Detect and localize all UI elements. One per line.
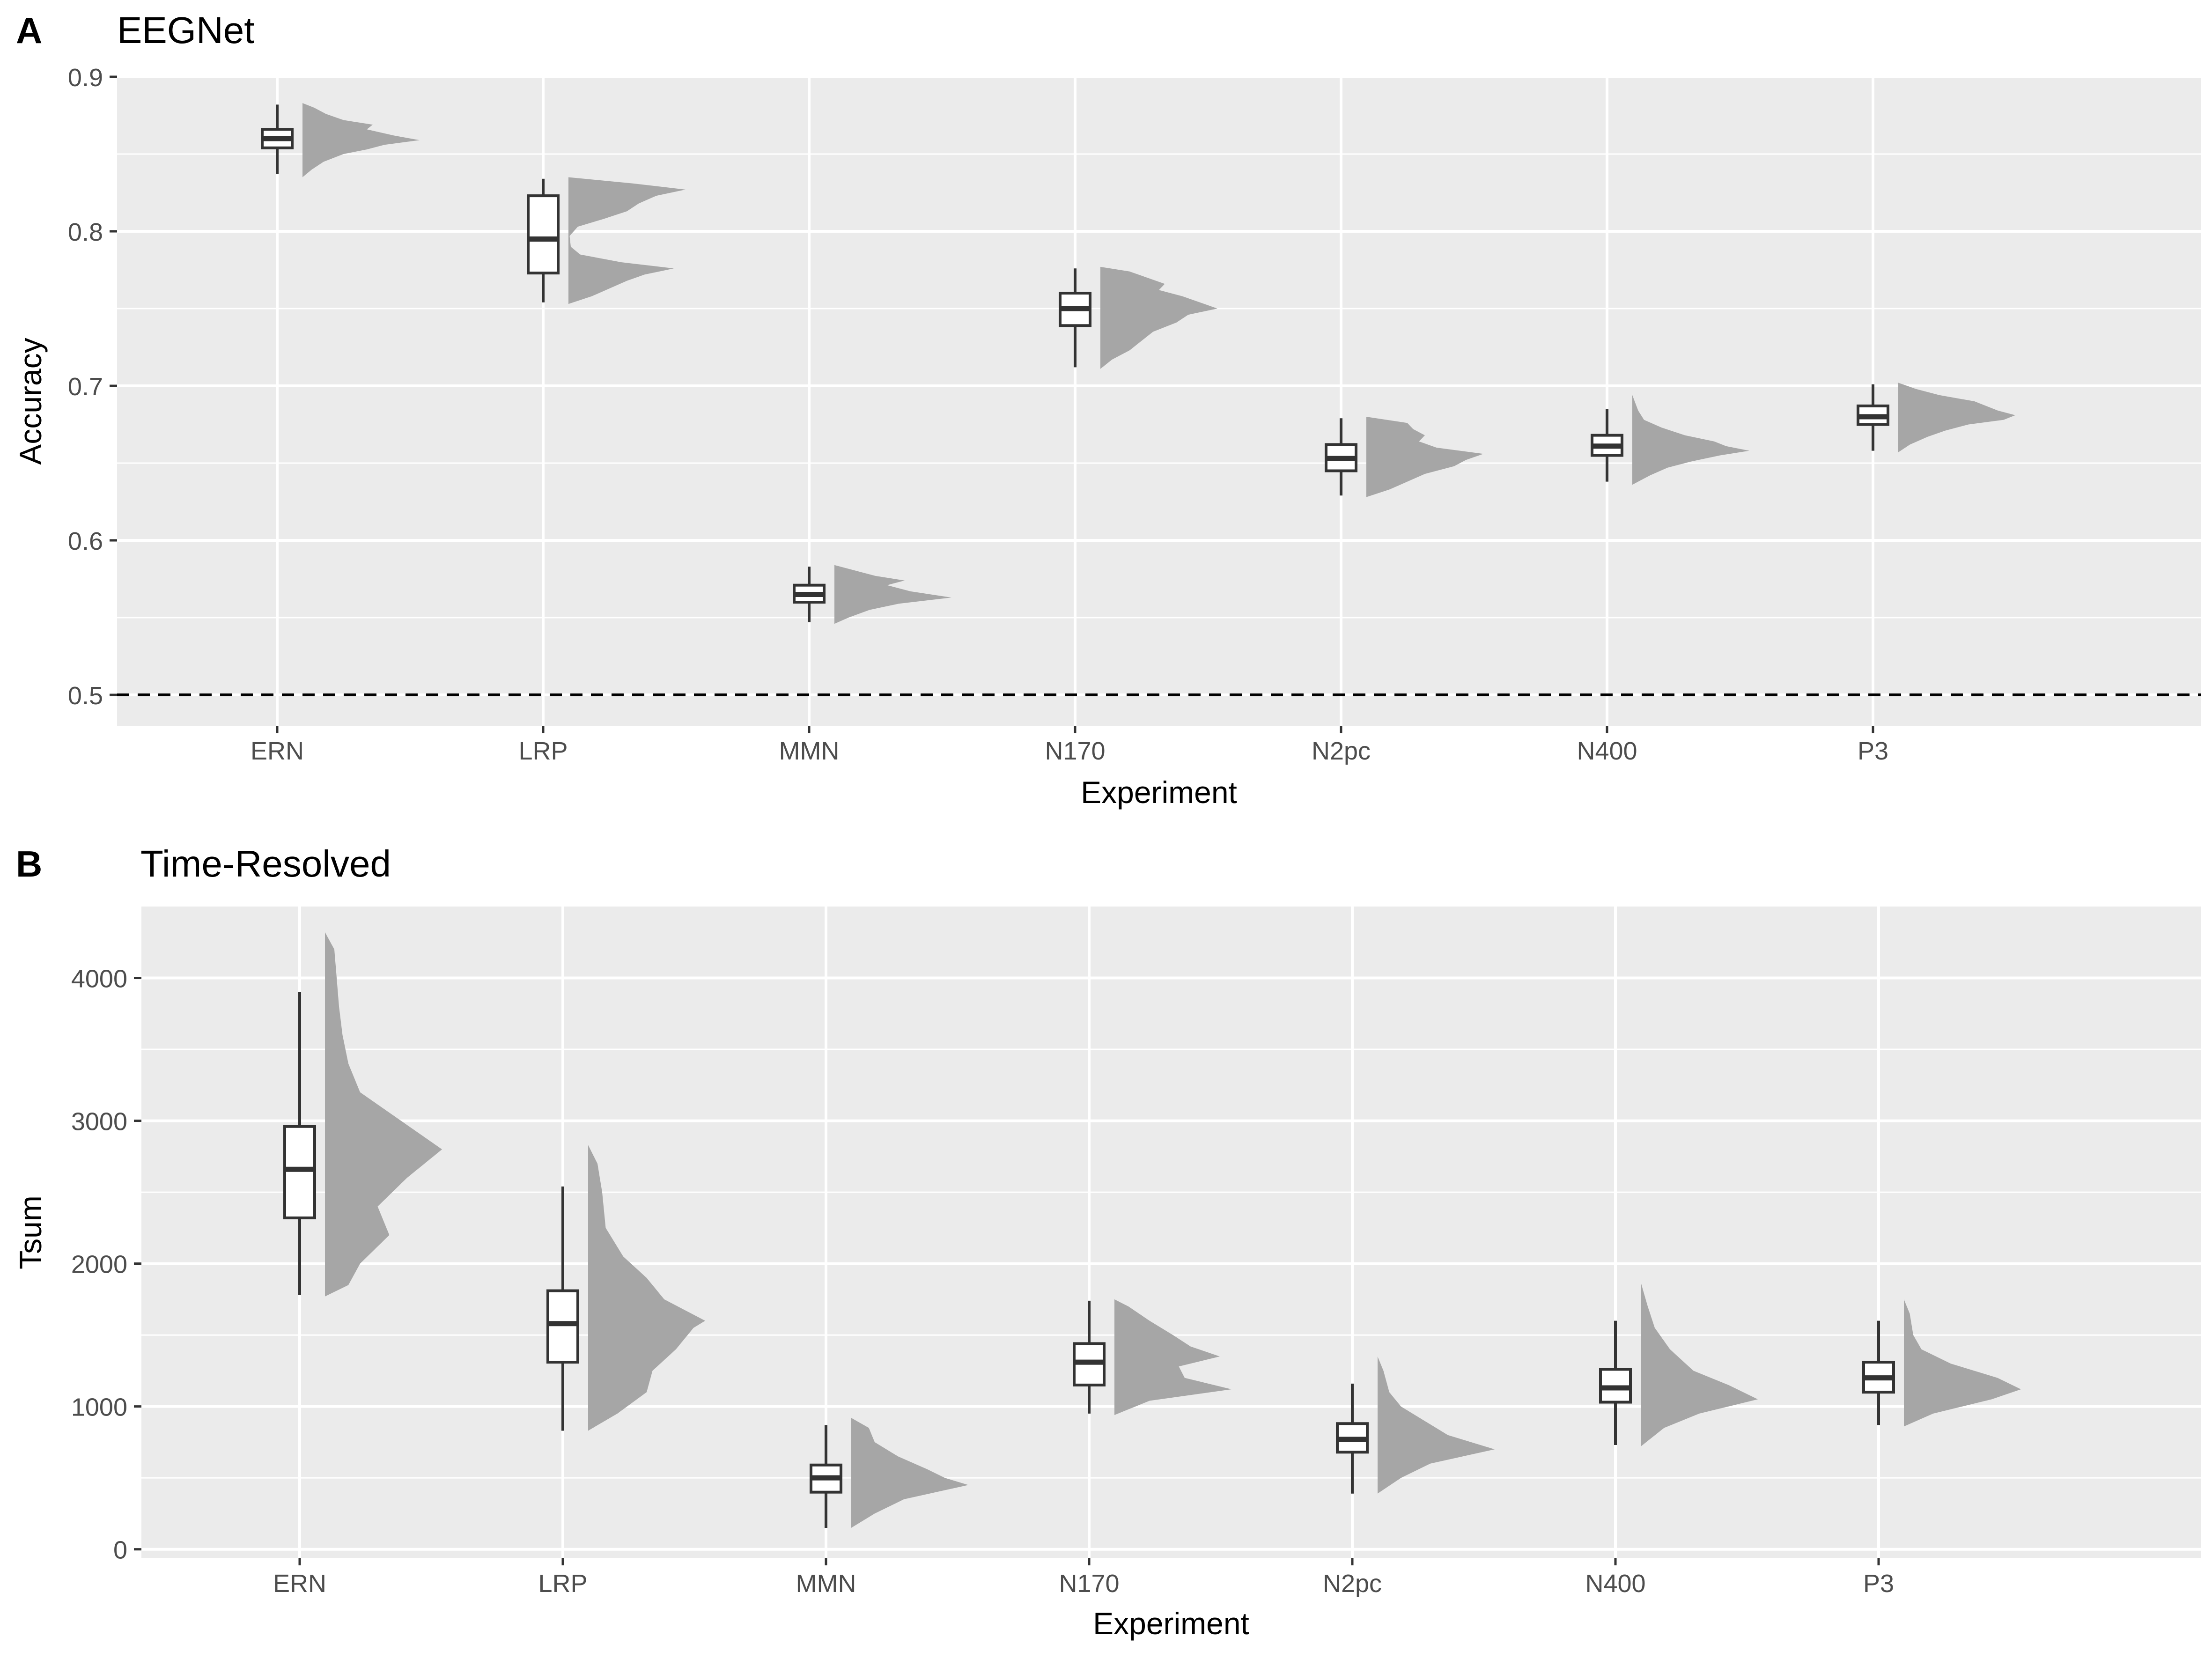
x-tick-label: MMN (779, 737, 840, 765)
x-tick-label: N170 (1045, 737, 1105, 765)
density-ern (302, 103, 420, 177)
y-tick-label: 0.5 (68, 682, 103, 710)
y-tick-label: 4000 (71, 965, 127, 993)
box-iqr (546, 1289, 579, 1364)
x-tick-label: LRP (518, 737, 568, 765)
marks-b (283, 932, 2021, 1528)
axes-a: 0.5 0.6 0.7 0.8 0.9 ERN LRP MMN N170 N2pc N400 P3 (68, 64, 1888, 765)
density-n400 (1632, 395, 1749, 485)
y-tick-label: 0 (113, 1536, 127, 1564)
density-p3 (1898, 383, 2015, 452)
panel-a: A EEGNet 0.5 0.6 0.7 0.8 0.9 ERN LRP MMN N170 N2p… (13, 9, 2201, 810)
boxplot-lrp (527, 178, 560, 302)
marks-a (117, 103, 2201, 696)
panel-b: B Time-Resolved 0 1000 2000 3000 4000 ERN LRP M… (13, 843, 2201, 1641)
x-tick-label: P3 (1858, 737, 1888, 765)
y-tick-label: 1000 (71, 1394, 127, 1422)
density-n2pc (1366, 417, 1483, 497)
density-n170 (1114, 1299, 1231, 1415)
x-tick-label: N170 (1059, 1570, 1119, 1598)
boxplot-ern (261, 104, 294, 174)
boxplot-n400 (1599, 1320, 1632, 1445)
density-lrp (568, 177, 686, 304)
y-tick-label: 0.7 (68, 373, 103, 401)
x-tick-label: N400 (1577, 737, 1637, 765)
panel-b-tag: B (16, 843, 42, 885)
density-p3 (1904, 1299, 2021, 1427)
x-tick-label: ERN (273, 1570, 326, 1598)
y-tick-label: 3000 (71, 1108, 127, 1136)
y-tick-label: 0.9 (68, 64, 103, 92)
x-axis-title-b: Experiment (1093, 1606, 1249, 1641)
panel-a-tag: A (16, 10, 42, 51)
y-axis-title-a: Accuracy (13, 338, 48, 465)
x-tick-label: ERN (251, 737, 304, 765)
x-tick-label: LRP (538, 1570, 587, 1598)
boxplot-lrp (546, 1186, 579, 1431)
axes-b: 0 1000 2000 3000 4000 ERN LRP MMN N170 N2pc N400 P3 (71, 965, 1894, 1598)
y-axis-title-b: Tsum (13, 1195, 48, 1269)
plot-area-b (141, 907, 2201, 1558)
density-n400 (1641, 1282, 1758, 1447)
x-tick-label: P3 (1863, 1570, 1894, 1598)
boxplot-n2pc (1336, 1383, 1369, 1494)
box-iqr (527, 194, 560, 275)
boxplot-n170 (1059, 268, 1091, 368)
x-tick-label: N400 (1585, 1570, 1645, 1598)
x-axis-title-a: Experiment (1081, 775, 1237, 810)
y-tick-label: 0.6 (68, 527, 103, 555)
x-tick-label: MMN (796, 1570, 856, 1598)
density-n2pc (1378, 1356, 1495, 1494)
boxplot-n170 (1073, 1300, 1106, 1414)
y-tick-label: 0.8 (68, 218, 103, 246)
boxplot-n2pc (1325, 418, 1357, 496)
boxplot-n400 (1591, 409, 1623, 482)
density-mmn (834, 565, 951, 624)
x-tick-label: N2pc (1323, 1570, 1382, 1598)
box-iqr (283, 1125, 316, 1219)
density-lrp (588, 1145, 705, 1431)
y-tick-label: 2000 (71, 1251, 127, 1279)
boxplot-p3 (1857, 384, 1889, 451)
boxplot-ern (283, 992, 316, 1295)
plot-area-a (117, 77, 2201, 726)
density-ern (325, 932, 442, 1297)
panel-a-title: EEGNet (117, 9, 254, 51)
boxplot-mmn (810, 1425, 842, 1528)
density-mmn (851, 1418, 968, 1528)
x-tick-label: N2pc (1312, 737, 1371, 765)
density-n170 (1100, 266, 1217, 369)
panel-b-title: Time-Resolved (140, 843, 391, 885)
boxplot-p3 (1862, 1320, 1895, 1425)
boxplot-mmn (793, 567, 826, 622)
